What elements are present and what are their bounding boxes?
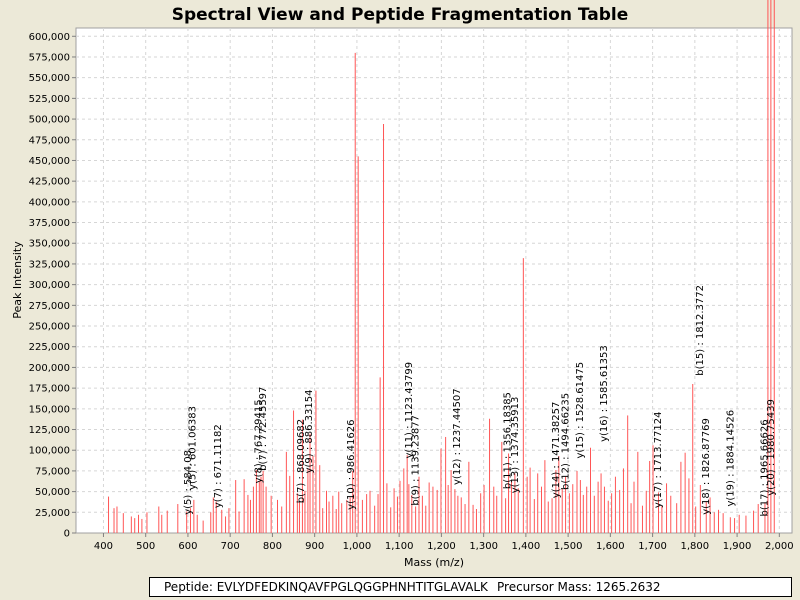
precursor-mass: Precursor Mass: 1265.2632 [497,580,661,594]
y-tick-label: 50,000 [35,487,70,498]
fragment-annotation: y(15) : 1528.61475 [575,362,586,459]
x-tick-label: 1,200 [427,541,456,552]
fragment-annotation: y(5) : 601.06383 [188,406,199,490]
fragment-annotation: y(11) : 1123.43799 [404,362,415,459]
y-tick-label: 200,000 [29,363,70,374]
fragment-annotation: b(15) : 1812.3772 [695,285,706,376]
y-tick-label: 250,000 [29,322,70,333]
x-axis-label: Mass (m/z) [404,556,464,569]
fragment-annotation: y(18) : 1826.87769 [701,418,712,515]
y-tick-label: 25,000 [35,508,70,519]
fragment-annotation: y(13) : 1374.35913 [510,397,521,494]
y-tick-label: 75,000 [35,466,70,477]
x-tick-label: 1,400 [512,541,541,552]
y-axis-label: Peak Intensity [11,241,24,319]
y-tick-label: 375,000 [29,218,70,229]
fragment-annotation: b(9) : 1139.23877 [411,415,422,506]
fragment-annotation: b(12) : 1494.66235 [561,393,572,490]
y-tick-label: 100,000 [29,446,70,457]
fragment-annotation: y(14) : 1471.38257 [551,402,562,499]
y-tick-label: 275,000 [29,301,70,312]
y-tick-label: 500,000 [29,115,70,126]
fragment-annotation: b(17) : 1965.66626 [760,419,771,516]
fragment-annotation: b(7) : 868.09682 [296,419,307,503]
x-tick-label: 2,000 [765,541,794,552]
fragment-annotation: b(7) : 772.45597 [258,387,269,471]
y-tick-label: 600,000 [29,32,70,43]
x-tick-label: 1,000 [343,541,372,552]
x-tick-label: 800 [263,541,282,552]
y-tick-label: 175,000 [29,384,70,395]
y-tick-label: 425,000 [29,177,70,188]
y-tick-label: 325,000 [29,259,70,270]
y-tick-label: 150,000 [29,404,70,415]
spectrum-chart: Spectral View and Peptide Fragmentation … [11,0,794,569]
x-tick-label: 600 [178,541,197,552]
plot-area [75,27,793,534]
fragment-annotation: y(5) : 584.08 [183,450,194,515]
y-tick-label: 0 [64,529,70,540]
x-tick-label: 1,100 [385,541,414,552]
y-tick-label: 125,000 [29,425,70,436]
y-tick-label: 450,000 [29,156,70,167]
x-tick-label: 500 [136,541,155,552]
fragment-annotation: y(17) : 1713.77124 [653,412,664,509]
fragment-annotation: y(20) : 1980.75439 [766,399,777,496]
y-tick-label: 350,000 [29,239,70,250]
x-tick-label: 1,700 [638,541,667,552]
y-tick-label: 225,000 [29,342,70,353]
y-tick-label: 575,000 [29,52,70,63]
fragment-annotation: y(16) : 1585.61353 [599,345,610,442]
peptide-sequence: Peptide: EVLYDFEDKINQAVFPGLQGGPHNHTITGLA… [164,580,488,594]
x-axis: 400 500 600 700 800 900 1,000 1,100 1,200 1,300 1,… [94,533,794,552]
fragment-annotation: b(11) : 1356.18385 [502,392,513,489]
peaks-group [108,0,775,533]
x-tick-label: 700 [221,541,240,552]
y-tick-label: 475,000 [29,135,70,146]
fragment-annotation: y(8) : 767.29415 [253,399,264,483]
fragment-annotation: y(9) : 886.33154 [304,390,315,474]
fragment-annotation: y(19) : 1884.14526 [725,410,736,507]
x-tick-label: 1,900 [723,541,752,552]
annotations-group: y(5) : 584.08y(5) : 601.06383 y(7) : 671.… [183,285,777,516]
x-tick-label: 1,600 [596,541,625,552]
x-tick-label: 400 [94,541,113,552]
x-tick-label: 900 [305,541,324,552]
y-tick-label: 300,000 [29,280,70,291]
x-tick-label: 1,500 [554,541,583,552]
y-tick-label: 400,000 [29,197,70,208]
y-tick-label: 550,000 [29,73,70,84]
x-tick-label: 1,800 [681,541,710,552]
fragment-annotation: y(12) : 1237.44507 [452,388,463,485]
y-axis: 0 25,000 50,000 75,000 100,000 125,000 150,000… [29,32,76,540]
chart-title: Spectral View and Peptide Fragmentation … [172,5,629,25]
y-tick-label: 525,000 [29,94,70,105]
peptide-info-box: Peptide: EVLYDFEDKINQAVFPGLQGGPHNHTITGLA… [149,577,792,597]
fragment-annotation: y(10) : 986.41626 [346,420,357,510]
grid-lines [76,28,792,533]
fragment-annotation: y(7) : 671.11182 [213,424,224,508]
x-tick-label: 1,300 [469,541,498,552]
